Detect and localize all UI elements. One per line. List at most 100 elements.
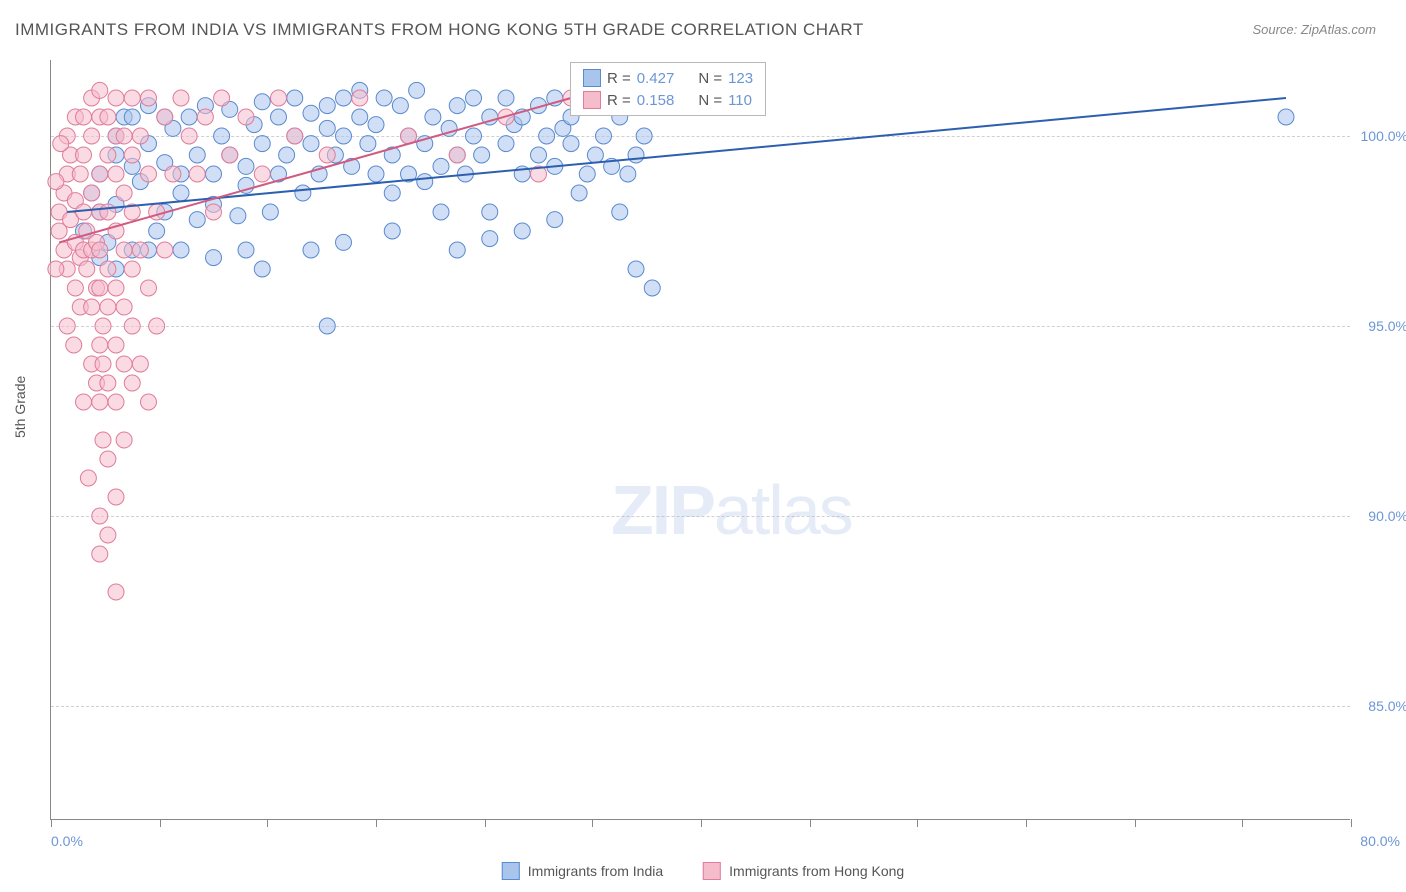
data-point-hongkong [92,337,108,353]
data-point-hongkong [141,280,157,296]
data-point-india [295,185,311,201]
chart-title: IMMIGRANTS FROM INDIA VS IMMIGRANTS FROM… [15,20,864,40]
data-point-hongkong [92,508,108,524]
data-point-india [392,98,408,114]
data-point-india [433,158,449,174]
data-point-hongkong [76,147,92,163]
legend-label: Immigrants from Hong Kong [729,863,904,879]
data-point-india [433,204,449,220]
data-point-hongkong [449,147,465,163]
x-tick [160,819,161,827]
legend-swatch [703,862,721,880]
data-point-india [409,82,425,98]
data-point-india [620,166,636,182]
x-tick [810,819,811,827]
data-point-hongkong [238,109,254,125]
data-point-hongkong [108,337,124,353]
data-point-hongkong [100,375,116,391]
data-point-hongkong [100,261,116,277]
data-point-hongkong [108,489,124,505]
data-point-india [466,90,482,106]
data-point-india [596,128,612,144]
data-point-hongkong [84,185,100,201]
n-value: 110 [728,92,752,109]
x-tick [1135,819,1136,827]
data-point-india [124,109,140,125]
data-point-hongkong [95,318,111,334]
data-point-hongkong [59,318,75,334]
r-value: 0.158 [637,92,675,109]
data-point-hongkong [116,185,132,201]
data-point-india [466,128,482,144]
x-axis-max-label: 80.0% [1360,833,1400,849]
legend-swatch [502,862,520,880]
x-tick [592,819,593,827]
data-point-india [514,223,530,239]
data-point-hongkong [108,584,124,600]
data-point-hongkong [108,280,124,296]
legend-item: Immigrants from India [502,862,663,880]
data-point-india [238,242,254,258]
x-tick [917,819,918,827]
data-point-india [214,128,230,144]
data-point-india [303,136,319,152]
data-point-hongkong [254,166,270,182]
data-point-hongkong [92,394,108,410]
data-point-hongkong [124,90,140,106]
data-point-india [254,261,270,277]
data-point-india [149,223,165,239]
data-point-india [262,204,278,220]
data-point-hongkong [181,128,197,144]
data-point-hongkong [141,166,157,182]
data-point-hongkong [95,356,111,372]
data-point-india [644,280,660,296]
scatter-plot [51,60,1351,820]
data-point-india [271,109,287,125]
legend-item: Immigrants from Hong Kong [703,862,904,880]
data-point-india [206,166,222,182]
data-point-hongkong [173,90,189,106]
data-point-india [173,242,189,258]
data-point-hongkong [67,280,83,296]
data-point-hongkong [214,90,230,106]
data-point-india [287,90,303,106]
data-point-hongkong [80,470,96,486]
data-point-india [579,166,595,182]
data-point-hongkong [100,451,116,467]
data-point-india [425,109,441,125]
data-point-hongkong [92,82,108,98]
data-point-hongkong [149,318,165,334]
data-point-india [279,147,295,163]
data-point-india [254,94,270,110]
data-point-hongkong [92,546,108,562]
n-label: N = [698,70,722,87]
data-point-india [319,98,335,114]
data-point-india [254,136,270,152]
data-point-india [303,105,319,121]
data-point-india [376,90,392,106]
legend-swatch [583,91,601,109]
r-label: R = [607,92,631,109]
data-point-india [360,136,376,152]
data-point-hongkong [141,394,157,410]
n-value: 123 [728,70,753,87]
legend-swatch [583,69,601,87]
data-point-hongkong [100,527,116,543]
data-point-hongkong [79,261,95,277]
data-point-india [336,128,352,144]
data-point-india [384,185,400,201]
data-point-hongkong [92,280,108,296]
data-point-india [319,318,335,334]
data-point-hongkong [108,90,124,106]
data-point-hongkong [197,109,213,125]
data-point-india [539,128,555,144]
data-point-hongkong [352,90,368,106]
data-point-india [417,174,433,190]
data-point-hongkong [100,109,116,125]
data-point-hongkong [132,356,148,372]
data-point-india [238,158,254,174]
data-point-hongkong [76,394,92,410]
data-point-india [612,204,628,220]
x-tick [485,819,486,827]
data-point-hongkong [48,261,64,277]
